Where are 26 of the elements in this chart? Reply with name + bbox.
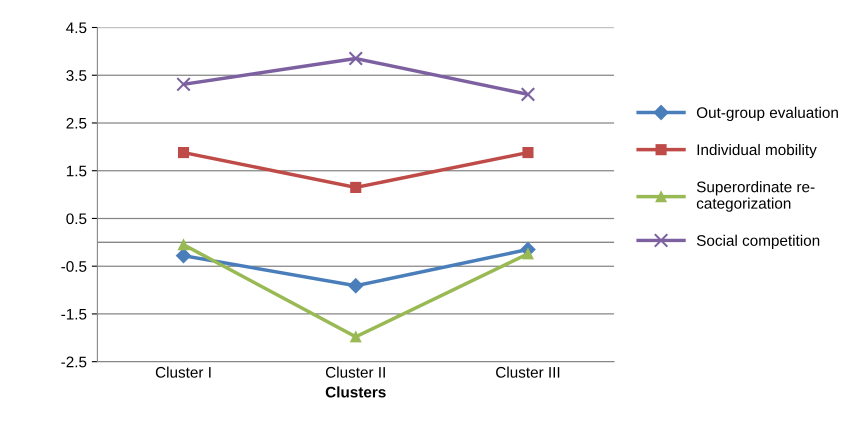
x-axis-title: Clusters [326,386,386,398]
point [350,331,362,342]
legend-label: Superordinate re- categorization [696,181,814,212]
x-tick-label: Cluster III [496,366,560,378]
y-tick-label: -1.5 [61,308,86,320]
point [178,239,190,250]
legend-label: Out-group evaluation [696,106,838,122]
point [348,51,364,66]
y-tick-label: 4.5 [66,22,86,34]
y-tick-label: -2.5 [61,356,86,368]
y-tick-label: 3.5 [66,70,86,81]
legend-label: Social competition [696,234,820,249]
point [350,182,362,193]
y-tick-label: 2.5 [66,118,86,129]
y-tick-label: 1.5 [66,166,86,176]
point [176,248,192,264]
point [176,77,191,92]
x-tick-label: Cluster II [326,366,385,378]
point [522,147,534,158]
point [520,87,536,102]
legend-label: Individual mobility [698,144,817,158]
point [348,278,364,294]
y-tick-label: -0.5 [61,261,86,272]
point [178,147,190,158]
x-tick-label: Cluster I [156,366,211,378]
y-tick-label: 0.5 [66,213,86,224]
